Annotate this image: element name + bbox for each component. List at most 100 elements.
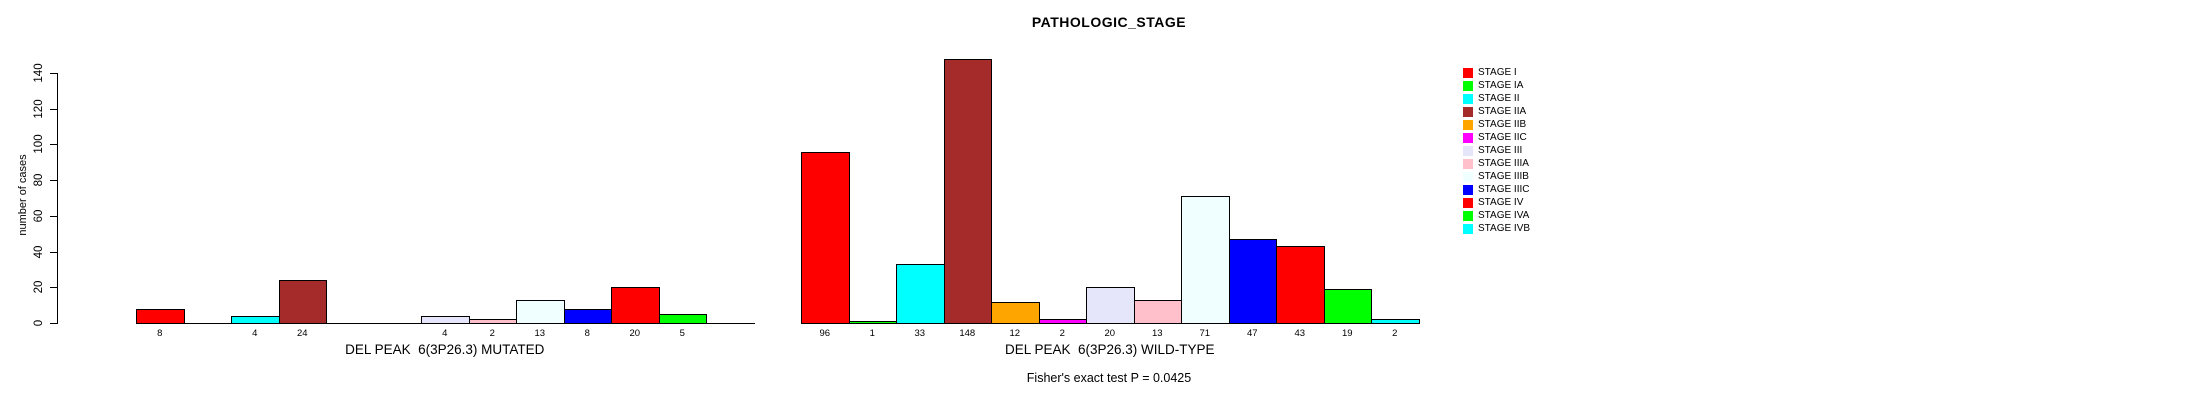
y-tick xyxy=(50,108,57,110)
legend-swatch xyxy=(1463,158,1473,169)
bar-stage-iv xyxy=(1276,246,1325,324)
legend-item: STAGE IIIC xyxy=(1463,183,1530,196)
bar-stage-iib xyxy=(991,301,1040,324)
legend-swatch xyxy=(1463,67,1473,78)
legend-swatch xyxy=(1463,223,1473,234)
legend-swatch xyxy=(1463,184,1473,195)
y-tick-label: 140 xyxy=(33,63,45,83)
bar-stage-iiia xyxy=(468,319,517,324)
bar-stage-ii xyxy=(231,315,280,324)
bar-value-label: 96 xyxy=(819,328,831,339)
bar-stage-iv xyxy=(611,287,660,324)
y-tick xyxy=(50,144,57,146)
legend-label: STAGE IA xyxy=(1478,80,1524,91)
bar-value-label: 4 xyxy=(442,328,448,339)
legend-item: STAGE IIA xyxy=(1463,105,1530,118)
bar-value-label: 1 xyxy=(869,328,875,339)
bar-stage-iic xyxy=(1038,319,1087,324)
y-tick xyxy=(50,215,57,217)
legend-label: STAGE IIIC xyxy=(1478,184,1530,195)
legend-label: STAGE IIC xyxy=(1478,132,1527,143)
y-tick-label: 40 xyxy=(33,245,45,258)
legend-swatch xyxy=(1463,210,1473,221)
bar-value-label: 19 xyxy=(1341,328,1353,339)
bar-stage-iva xyxy=(658,314,707,324)
legend-item: STAGE I xyxy=(1463,66,1530,79)
y-tick xyxy=(50,323,57,324)
legend-item: STAGE IV xyxy=(1463,196,1530,209)
bar-value-label: 148 xyxy=(959,328,976,339)
bar-stage-ii xyxy=(896,264,945,324)
bar-stage-iii xyxy=(1086,287,1135,324)
bar-stage-iii xyxy=(421,315,470,324)
x-axis-title: DEL PEAK 6(3P26.3) WILD-TYPE xyxy=(1004,342,1215,357)
legend-swatch xyxy=(1463,106,1473,117)
legend-swatch xyxy=(1463,197,1473,208)
y-tick-label: 60 xyxy=(33,209,45,223)
y-tick xyxy=(50,73,57,74)
y-tick xyxy=(50,180,57,182)
bar-value-label: 20 xyxy=(629,328,641,339)
bar-stage-iia xyxy=(943,58,992,324)
y-axis-line xyxy=(57,73,58,324)
bar-stage-i xyxy=(136,308,185,324)
legend-swatch xyxy=(1463,119,1473,130)
bar-value-label: 12 xyxy=(1009,328,1021,339)
bar-stage-iia xyxy=(278,280,327,324)
bar-stage-iiia xyxy=(1133,299,1182,324)
bar-value-label: 20 xyxy=(1104,328,1116,339)
bar-value-label: 2 xyxy=(1059,328,1065,339)
legend-swatch xyxy=(1463,132,1473,143)
legend-swatch xyxy=(1463,171,1473,182)
legend-label: STAGE IV xyxy=(1478,197,1524,208)
legend-swatch xyxy=(1463,80,1473,91)
fisher-test-annotation: Fisher's exact test P = 0.0425 xyxy=(1026,371,1192,385)
legend-item: STAGE IIC xyxy=(1463,131,1530,144)
legend-item: STAGE IVA xyxy=(1463,209,1530,222)
legend-item: STAGE IIB xyxy=(1463,118,1530,131)
bar-value-label: 13 xyxy=(1151,328,1163,339)
y-tick-label: 120 xyxy=(33,99,45,119)
bar-stage-iva xyxy=(1323,289,1372,324)
bar-value-label: 43 xyxy=(1294,328,1306,339)
y-tick-label: 20 xyxy=(33,280,45,294)
y-tick xyxy=(50,287,57,289)
bar-stage-iiib xyxy=(516,299,565,324)
legend-label: STAGE IIIA xyxy=(1478,158,1529,169)
x-axis-title: DEL PEAK 6(3P26.3) MUTATED xyxy=(345,342,545,357)
y-tick-label: 100 xyxy=(33,134,45,155)
chart-title: PATHOLOGIC_STAGE xyxy=(1031,14,1187,30)
legend-label: STAGE II xyxy=(1478,93,1520,104)
legend-item: STAGE IIIB xyxy=(1463,170,1530,183)
legend-item: STAGE IA xyxy=(1463,79,1530,92)
bar-stage-iiib xyxy=(1181,196,1230,324)
bar-value-label: 4 xyxy=(252,328,258,339)
legend-item: STAGE IVB xyxy=(1463,222,1530,235)
legend-item: STAGE II xyxy=(1463,92,1530,105)
bar-value-label: 2 xyxy=(489,328,495,339)
legend-label: STAGE IIA xyxy=(1478,106,1527,117)
legend-label: STAGE IVB xyxy=(1478,223,1531,234)
legend-label: STAGE III xyxy=(1478,145,1523,156)
bar-stage-iiic xyxy=(1228,239,1277,324)
legend-label: STAGE IIB xyxy=(1478,119,1527,130)
legend-item: STAGE III xyxy=(1463,144,1530,157)
bar-stage-ivb xyxy=(1371,319,1420,324)
bar-value-label: 5 xyxy=(679,328,685,339)
legend-swatch xyxy=(1463,93,1473,104)
legend-label: STAGE IVA xyxy=(1478,210,1530,221)
legend-item: STAGE IIIA xyxy=(1463,157,1530,170)
bar-value-label: 2 xyxy=(1392,328,1398,339)
bar-value-label: 8 xyxy=(157,328,163,339)
legend-label: STAGE IIIB xyxy=(1478,171,1529,182)
bar-value-label: 24 xyxy=(296,328,308,339)
bar-stage-iiic xyxy=(563,308,612,324)
y-tick-label: 80 xyxy=(33,173,45,187)
y-tick xyxy=(50,251,57,253)
bar-value-label: 71 xyxy=(1199,328,1211,339)
bar-value-label: 33 xyxy=(914,328,926,339)
bar-value-label: 47 xyxy=(1246,328,1258,339)
bar-stage-ia xyxy=(848,321,897,324)
bar-value-label: 8 xyxy=(584,328,590,339)
